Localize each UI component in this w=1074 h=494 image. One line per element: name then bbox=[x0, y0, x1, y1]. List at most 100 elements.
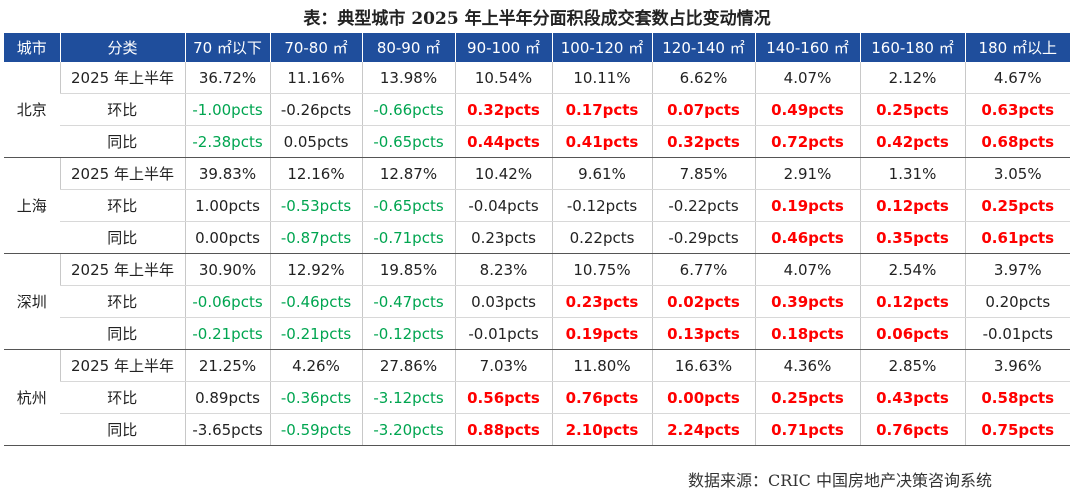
row-label: 环比 bbox=[60, 93, 185, 126]
value-cell: 7.85% bbox=[651, 157, 755, 190]
header-cell: 分类 bbox=[59, 33, 185, 62]
value-cell: 13.98% bbox=[361, 62, 455, 94]
value-cell: 0.00pcts bbox=[651, 381, 755, 414]
value-cell: 0.46pcts bbox=[754, 221, 860, 254]
value-cell: 0.25pcts bbox=[964, 189, 1070, 222]
value-cell: 10.42% bbox=[454, 157, 552, 190]
value-cell: 2.85% bbox=[859, 349, 965, 382]
header-cell: 100-120 ㎡ bbox=[551, 33, 652, 62]
value-cell: 12.87% bbox=[361, 157, 455, 190]
header-row: 城市 分类 70 ㎡以下 70-80 ㎡ 80-90 ㎡ 90-100 ㎡ 100-120 … bbox=[4, 33, 1070, 62]
value-cell: 0.18pcts bbox=[754, 317, 860, 350]
value-cell: 0.58pcts bbox=[964, 381, 1070, 414]
value-cell: 0.76pcts bbox=[551, 381, 652, 414]
value-cell: 0.89pcts bbox=[184, 381, 270, 414]
value-cell: 4.07% bbox=[754, 62, 860, 94]
value-cell: 0.12pcts bbox=[859, 189, 965, 222]
value-cell: -0.01pcts bbox=[964, 317, 1070, 350]
value-cell: 0.25pcts bbox=[754, 381, 860, 414]
value-cell: 0.75pcts bbox=[964, 413, 1070, 446]
value-cell: -0.21pcts bbox=[184, 317, 270, 350]
value-cell: 12.92% bbox=[269, 253, 362, 286]
value-cell: -3.20pcts bbox=[361, 413, 455, 446]
value-cell: 3.97% bbox=[964, 253, 1070, 286]
value-cell: 39.83% bbox=[184, 157, 270, 190]
value-cell: -0.21pcts bbox=[269, 317, 362, 350]
value-cell: 19.85% bbox=[361, 253, 455, 286]
row-label: 同比 bbox=[60, 317, 185, 350]
value-cell: 4.26% bbox=[269, 349, 362, 382]
header-cell: 城市 bbox=[4, 33, 60, 62]
value-cell: 0.41pcts bbox=[551, 125, 652, 158]
value-cell: 0.42pcts bbox=[859, 125, 965, 158]
value-cell: -0.22pcts bbox=[651, 189, 755, 222]
header-cell: 180 ㎡以上 bbox=[964, 33, 1070, 62]
table-row: 环比 -1.00pcts -0.26pcts -0.66pcts 0.32pcts 0.1… bbox=[4, 93, 1070, 126]
value-cell: 0.43pcts bbox=[859, 381, 965, 414]
table-row: 环比 0.89pcts -0.36pcts -3.12pcts 0.56pcts 0.76… bbox=[4, 381, 1070, 414]
value-cell: 6.77% bbox=[651, 253, 755, 286]
value-cell: 0.17pcts bbox=[551, 93, 652, 126]
table-row: 环比 -0.06pcts -0.46pcts -0.47pcts 0.03pcts 0.2… bbox=[4, 285, 1070, 318]
value-cell: 0.03pcts bbox=[454, 285, 552, 318]
value-cell: -0.04pcts bbox=[454, 189, 552, 222]
value-cell: 2.91% bbox=[754, 157, 860, 190]
value-cell: -0.66pcts bbox=[361, 93, 455, 126]
table-row: 北京 2025 年上半年 36.72% 11.16% 13.98% 10.54% 10.11… bbox=[4, 62, 1070, 158]
table-row: 同比 -0.21pcts -0.21pcts -0.12pcts -0.01pcts 0.… bbox=[4, 317, 1070, 350]
value-cell: -0.65pcts bbox=[361, 189, 455, 222]
table-row: 深圳 2025 年上半年 30.90% 12.92% 19.85% 8.23% 10.75%… bbox=[4, 253, 1070, 350]
value-cell: 1.31% bbox=[859, 157, 965, 190]
value-cell: 4.07% bbox=[754, 253, 860, 286]
value-cell: 0.39pcts bbox=[754, 285, 860, 318]
row-label: 2025 年上半年 bbox=[59, 157, 185, 190]
value-cell: 0.20pcts bbox=[964, 285, 1070, 318]
value-cell: 30.90% bbox=[184, 253, 270, 286]
row-label: 环比 bbox=[60, 381, 185, 414]
table-row: 杭州 2025 年上半年 21.25% 4.26% 27.86% 7.03% 11.80% 1… bbox=[4, 349, 1070, 446]
header-cell: 80-90 ㎡ bbox=[361, 33, 455, 62]
table-row: 同比 -2.38pcts 0.05pcts -0.65pcts 0.44pcts 0.41… bbox=[4, 125, 1070, 158]
table-title: 表：典型城市 2025 年上半年分面积段成交套数占比变动情况 bbox=[303, 9, 771, 29]
value-cell: -0.65pcts bbox=[361, 125, 455, 158]
header-cell: 160-180 ㎡ bbox=[859, 33, 965, 62]
value-cell: 11.16% bbox=[269, 62, 362, 94]
value-cell: -0.59pcts bbox=[269, 413, 362, 446]
value-cell: 0.19pcts bbox=[551, 317, 652, 350]
value-cell: -0.26pcts bbox=[269, 93, 362, 126]
value-cell: 0.71pcts bbox=[754, 413, 860, 446]
value-cell: -1.00pcts bbox=[184, 93, 270, 126]
value-cell: -0.87pcts bbox=[269, 221, 362, 254]
value-cell: -0.71pcts bbox=[361, 221, 455, 254]
value-cell: 0.05pcts bbox=[269, 125, 362, 158]
value-cell: 4.67% bbox=[964, 62, 1070, 94]
value-cell: 0.56pcts bbox=[454, 381, 552, 414]
value-cell: 2.12% bbox=[859, 62, 965, 94]
value-cell: 0.23pcts bbox=[551, 285, 652, 318]
city-cell: 深圳 bbox=[4, 253, 60, 350]
value-cell: 0.63pcts bbox=[964, 93, 1070, 126]
value-cell: 7.03% bbox=[454, 349, 552, 382]
value-cell: 27.86% bbox=[361, 349, 455, 382]
value-cell: 0.61pcts bbox=[964, 221, 1070, 254]
value-cell: 2.54% bbox=[859, 253, 965, 286]
value-cell: -0.12pcts bbox=[361, 317, 455, 350]
header-cell: 120-140 ㎡ bbox=[651, 33, 755, 62]
table-row: 同比 -3.65pcts -0.59pcts -3.20pcts 0.88pcts 2.1… bbox=[4, 413, 1070, 446]
value-cell: -0.53pcts bbox=[269, 189, 362, 222]
value-cell: 0.02pcts bbox=[651, 285, 755, 318]
row-label: 2025 年上半年 bbox=[59, 62, 185, 94]
value-cell: 0.88pcts bbox=[454, 413, 552, 446]
row-label: 环比 bbox=[60, 285, 185, 318]
value-cell: 0.76pcts bbox=[859, 413, 965, 446]
value-cell: 0.32pcts bbox=[651, 125, 755, 158]
value-cell: -0.06pcts bbox=[184, 285, 270, 318]
value-cell: -0.12pcts bbox=[551, 189, 652, 222]
value-cell: 0.32pcts bbox=[454, 93, 552, 126]
row-label: 同比 bbox=[60, 125, 185, 158]
value-cell: 0.72pcts bbox=[754, 125, 860, 158]
value-cell: 16.63% bbox=[651, 349, 755, 382]
value-cell: 21.25% bbox=[184, 349, 270, 382]
value-cell: 0.68pcts bbox=[964, 125, 1070, 158]
